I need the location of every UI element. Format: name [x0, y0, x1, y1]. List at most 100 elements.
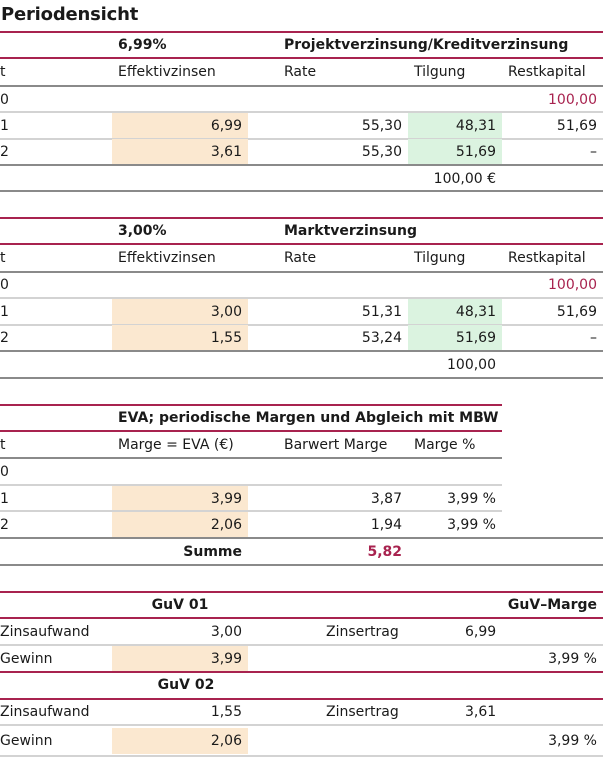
divider [0, 698, 603, 700]
table-cell-rate: 53,24 [361, 330, 402, 346]
divider [0, 85, 603, 87]
guv-02-profit-label: Gewinn [0, 733, 53, 749]
table-cell-t: 2 [0, 330, 9, 346]
divider [0, 591, 603, 593]
divider [0, 271, 603, 273]
column-header-t: t [0, 437, 6, 453]
divider [0, 350, 603, 352]
table-cell-t: 0 [0, 277, 9, 293]
column-header-effektivzinsen: Effektivzinsen [118, 64, 216, 80]
table-cell-rate: 55,30 [361, 144, 402, 160]
divider [0, 404, 502, 406]
divider [0, 138, 603, 140]
guv-01-profit-label: Gewinn [0, 651, 53, 667]
divider [0, 755, 603, 757]
table-cell-t: 0 [0, 92, 9, 108]
table-cell-t: 2 [0, 517, 9, 533]
table-cell-restkapital: – [590, 144, 597, 160]
column-header-t: t [0, 250, 6, 266]
table-cell-tilgung: 51,69 [408, 139, 502, 165]
credit-heading: Projektverzinsung/Kreditverzinsung [284, 37, 569, 53]
market-heading: Marktverzinsung [284, 223, 418, 239]
column-header-rate: Rate [284, 250, 317, 266]
table-cell-effektivzinsen: 1,55 [112, 325, 248, 351]
guv-01-expense: 3,00 [210, 624, 242, 640]
guv-02-heading: GuV 02 [157, 677, 215, 693]
divider [0, 724, 603, 726]
divider [0, 457, 502, 459]
column-header-restkapital: Restkapital [508, 64, 586, 80]
guv-01-income: 6,99 [465, 624, 497, 640]
guv-02-expense: 1,55 [210, 704, 242, 720]
divider [0, 217, 603, 219]
table-cell-marge: 2,06 [112, 512, 248, 538]
divider [0, 671, 603, 673]
guv-margin-heading: GuV–Marge [507, 597, 597, 613]
divider [0, 430, 502, 432]
column-header-tilgung: Tilgung [414, 250, 466, 266]
divider [0, 243, 603, 245]
table-cell-t: 2 [0, 144, 9, 160]
table-cell-effektivzinsen: 6,99 [112, 113, 248, 139]
table-cell-barwert: 3,87 [370, 491, 402, 507]
table-cell-marge: 3,99 [112, 486, 248, 512]
table-cell-effektivzinsen: 3,61 [112, 139, 248, 165]
table-cell-marge-pct: 3,99 % [447, 517, 496, 533]
eva-sum-label: Summe [183, 544, 242, 560]
table-cell-restkapital: – [590, 330, 597, 346]
guv-02-profit: 2,06 [112, 728, 248, 754]
table-cell-marge-pct: 3,99 % [447, 491, 496, 507]
table-cell-rate: 51,31 [361, 304, 402, 320]
guv-01-profit: 3,99 [112, 646, 248, 672]
divider [0, 57, 603, 59]
divider [0, 484, 502, 486]
eva-sum-value: 5,82 [367, 544, 402, 560]
table-cell-t: 1 [0, 491, 9, 507]
eva-heading: EVA; periodische Margen und Abgleich mit… [118, 410, 499, 426]
guv-02-income-label: Zinsertrag [326, 704, 399, 720]
table-cell-restkapital: 100,00 [548, 92, 597, 108]
column-header-marge-eva: Marge = EVA (€) [118, 437, 234, 453]
table-cell-effektivzinsen: 3,00 [112, 299, 248, 325]
divider [0, 537, 603, 539]
table-cell-restkapital: 100,00 [548, 277, 597, 293]
table-cell-restkapital: 51,69 [556, 304, 597, 320]
column-header-marge-pct: Marge % [414, 437, 476, 453]
table-cell-t: 1 [0, 118, 9, 134]
guv-01-margin: 3,99 % [548, 651, 597, 667]
table-cell-t: 1 [0, 304, 9, 320]
divider [0, 324, 603, 326]
page-title: Periodensicht [1, 4, 139, 25]
column-header-effektivzinsen: Effektivzinsen [118, 250, 216, 266]
guv-01-income-label: Zinsertrag [326, 624, 399, 640]
column-header-restkapital: Restkapital [508, 250, 586, 266]
table-cell-tilgung: 48,31 [408, 299, 502, 325]
credit-rate-label: 6,99% [118, 37, 167, 53]
table-cell-tilgung: 48,31 [408, 113, 502, 139]
market-rate-label: 3,00% [118, 223, 167, 239]
divider [0, 644, 603, 646]
market-total: 100,00 [447, 357, 496, 373]
credit-total: 100,00 € [433, 171, 496, 187]
table-cell-restkapital: 51,69 [556, 118, 597, 134]
divider [0, 111, 603, 113]
divider [0, 164, 603, 166]
column-header-t: t [0, 64, 6, 80]
table-cell-rate: 55,30 [361, 118, 402, 134]
divider [0, 297, 603, 299]
divider [0, 510, 502, 512]
guv-02-margin: 3,99 % [548, 733, 597, 749]
guv-01-expense-label: Zinsaufwand [0, 624, 90, 640]
divider [0, 617, 603, 619]
divider [0, 31, 603, 33]
column-header-barwert-marge: Barwert Marge [284, 437, 388, 453]
divider [0, 377, 603, 379]
table-cell-t: 0 [0, 464, 9, 480]
column-header-rate: Rate [284, 64, 317, 80]
table-cell-barwert: 1,94 [370, 517, 402, 533]
guv-01-heading: GuV 01 [151, 597, 209, 613]
guv-02-expense-label: Zinsaufwand [0, 704, 90, 720]
divider [0, 564, 603, 566]
divider [0, 190, 603, 192]
guv-02-income: 3,61 [465, 704, 497, 720]
